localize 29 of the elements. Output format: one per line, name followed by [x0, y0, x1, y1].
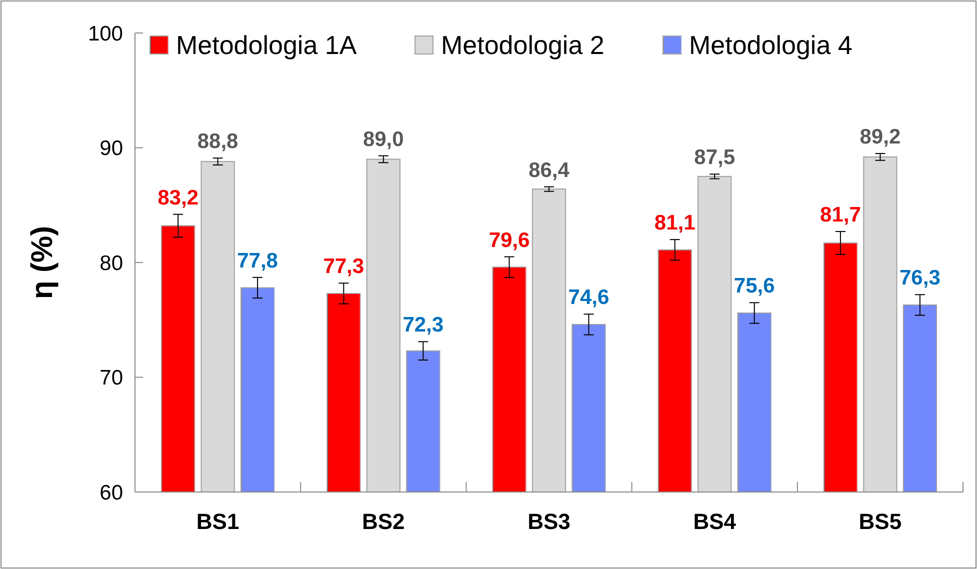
data-label: 83,2 — [158, 186, 198, 210]
data-label: 79,6 — [488, 228, 530, 252]
x-tick-label: BS1 — [196, 509, 240, 534]
y-tick-label: 70 — [100, 366, 123, 390]
data-label: 77,8 — [237, 249, 278, 272]
data-label: 77,3 — [323, 255, 364, 278]
x-tick-label: BS3 — [528, 509, 570, 534]
y-tick-label: 100 — [88, 22, 123, 46]
x-tick-label: BS2 — [362, 509, 405, 534]
y-tick-label: 90 — [100, 137, 123, 160]
legend-label: Metodologia 4 — [689, 30, 852, 60]
data-label: 86,4 — [528, 158, 570, 182]
data-label: 87,5 — [694, 146, 736, 170]
legend-label: Metodologia 2 — [441, 30, 604, 60]
data-label: 75,6 — [734, 274, 775, 298]
data-label: 72,3 — [402, 314, 444, 337]
x-tick-label: BS4 — [693, 509, 737, 534]
y-tick-label: 80 — [100, 252, 123, 275]
legend-label: Metodologia 1A — [176, 30, 358, 60]
x-tick-label: BS5 — [858, 509, 902, 534]
y-axis-title: η (%) — [26, 226, 59, 300]
y-tick-label: 60 — [100, 481, 123, 504]
data-label: 89,0 — [362, 128, 404, 151]
data-label: 74,6 — [568, 286, 610, 310]
data-label: 89,2 — [860, 125, 901, 148]
data-label: 88,8 — [197, 130, 239, 154]
data-label: 81,1 — [654, 212, 696, 235]
data-label: 81,7 — [820, 204, 861, 227]
data-label: 76,3 — [900, 266, 940, 290]
